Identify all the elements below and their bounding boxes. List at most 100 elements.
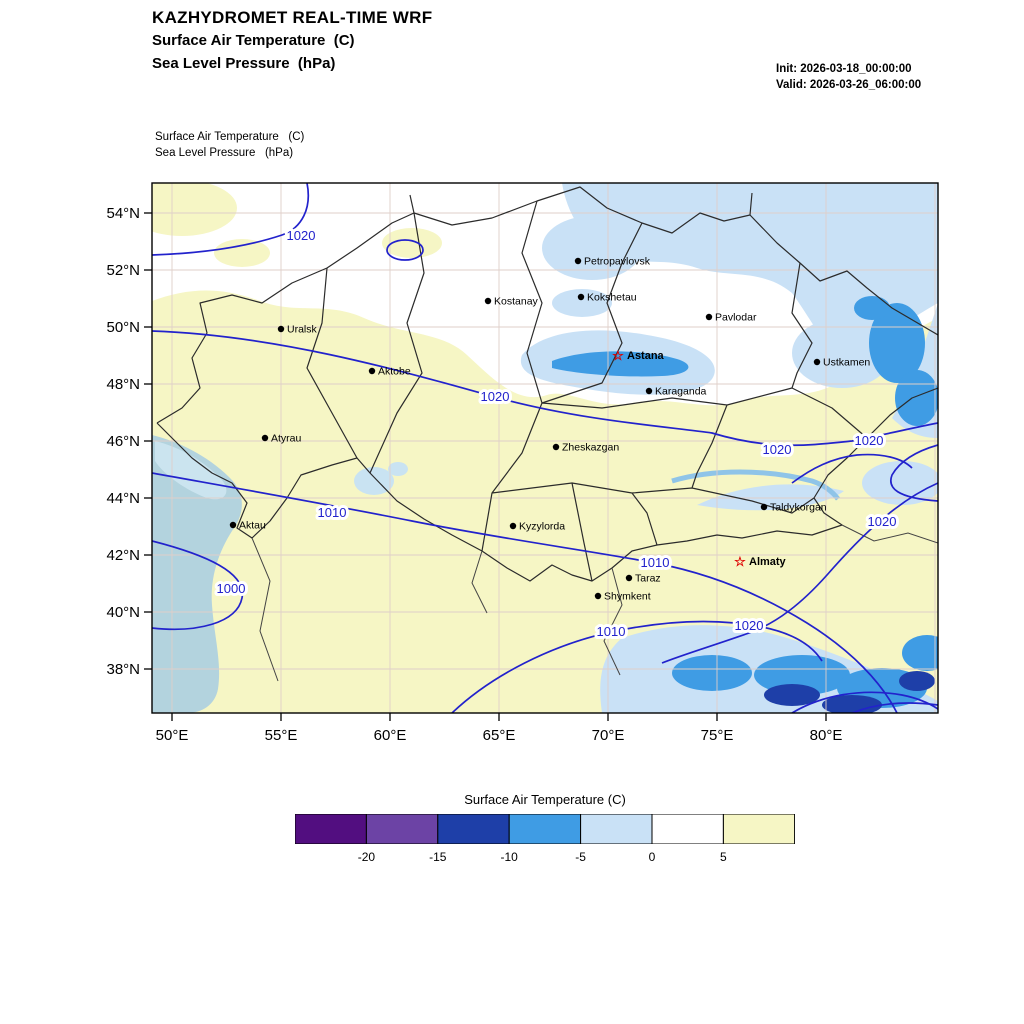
lat-axis-labels: 54°N 52°N 50°N 48°N 46°N 44°N 42°N 40°N … xyxy=(106,205,140,678)
valid-time: Valid: 2026-03-26_06:00:00 xyxy=(776,79,922,91)
field-label-pressure: Sea Level Pressure (hPa) xyxy=(155,147,294,159)
lon-label: 55°E xyxy=(265,727,298,744)
city-marker: Aktau xyxy=(229,520,266,532)
city-label: Petropavlovsk xyxy=(584,256,651,268)
isobar-label: 1020 xyxy=(868,514,897,529)
isobar-label: 1000 xyxy=(217,581,246,596)
lon-label: 70°E xyxy=(592,727,625,744)
legend-tick: -5 xyxy=(575,850,586,864)
city-label: Pavlodar xyxy=(715,312,757,324)
lat-label: 38°N xyxy=(106,661,140,678)
city-marker: Petropavlovsk xyxy=(574,256,651,268)
init-time: Init: 2026-03-18_00:00:00 xyxy=(776,63,912,75)
city-marker: Atyrau xyxy=(261,433,302,445)
isobar-label: 1020 xyxy=(735,618,764,633)
color-legend: Surface Air Temperature (C) -20 -15 -10 … xyxy=(295,792,795,882)
city-marker: Zheskazgan xyxy=(552,442,619,454)
legend-title: Surface Air Temperature (C) xyxy=(464,792,626,807)
city-dot xyxy=(229,521,237,529)
lon-label: 60°E xyxy=(374,727,407,744)
legend-swatch xyxy=(651,814,724,844)
city-dot xyxy=(594,592,602,600)
city-label: Taraz xyxy=(635,573,661,585)
capital-star-icon: ☆ xyxy=(612,348,624,363)
city-label: Aktobe xyxy=(378,366,411,378)
city-label: Uralsk xyxy=(287,324,318,336)
legend-tick: -15 xyxy=(429,850,447,864)
city-label: Taldykorgan xyxy=(770,502,827,514)
neighbor-borders xyxy=(251,524,938,682)
city-marker-capital: ☆ Astana xyxy=(612,348,664,363)
map-plot-area: 1020 1020 1020 1020 1010 1020 1000 1010 … xyxy=(151,182,939,714)
lat-label: 40°N xyxy=(106,604,140,621)
capital-star-icon: ☆ xyxy=(734,554,746,569)
isobar-label: 1020 xyxy=(481,389,510,404)
legend-swatch xyxy=(508,814,582,844)
city-dot xyxy=(760,503,768,511)
pressure-contours xyxy=(152,183,938,713)
country-outline xyxy=(156,186,938,582)
city-dot xyxy=(813,358,821,366)
city-label: Aktau xyxy=(239,520,266,532)
city-label: Kostanay xyxy=(494,296,539,308)
city-dot xyxy=(625,574,633,582)
city-marker: Pavlodar xyxy=(705,312,757,324)
legend-swatch xyxy=(580,814,653,844)
city-marker: Kostanay xyxy=(484,296,539,308)
city-dot xyxy=(261,434,269,442)
city-dot xyxy=(645,387,653,395)
city-label: Atyrau xyxy=(271,433,302,445)
lat-label: 54°N xyxy=(106,205,140,222)
lat-label: 50°N xyxy=(106,319,140,336)
city-marker: Ustkamen xyxy=(813,357,870,369)
legend-tick: 0 xyxy=(648,850,656,864)
city-dot xyxy=(368,367,376,375)
lat-label: 46°N xyxy=(106,433,140,450)
page-subtitle-pressure: Sea Level Pressure (hPa) xyxy=(152,55,336,72)
city-dot xyxy=(577,293,585,301)
page-subtitle-temperature: Surface Air Temperature (C) xyxy=(152,32,355,49)
city-label: Kyzylorda xyxy=(519,521,565,533)
city-marker: Shymkent xyxy=(594,591,651,603)
city-marker: Kyzylorda xyxy=(509,521,565,533)
lon-label: 50°E xyxy=(156,727,189,744)
lat-label: 52°N xyxy=(106,262,140,279)
city-marker: Kokshetau xyxy=(577,292,637,304)
legend-tick: 5 xyxy=(720,850,727,864)
isobar-label: 1010 xyxy=(318,505,347,520)
lon-label: 80°E xyxy=(810,727,843,744)
city-marker: Taldykorgan xyxy=(760,502,827,514)
city-label: Ustkamen xyxy=(823,357,870,369)
lat-label: 48°N xyxy=(106,376,140,393)
lon-ticks xyxy=(171,713,827,721)
page-title: KAZHYDROMET REAL-TIME WRF xyxy=(152,8,433,27)
legend-swatch xyxy=(437,814,510,844)
city-marker: Karaganda xyxy=(645,386,707,398)
legend-tick: -20 xyxy=(357,850,376,864)
field-label-temperature: Surface Air Temperature (C) xyxy=(155,131,305,143)
legend-tick: -10 xyxy=(500,850,518,864)
cities-layer: Petropavlovsk Kostanay Kokshetau Pavloda… xyxy=(229,256,870,603)
lon-axis-labels: 50°E 55°E 60°E 65°E 70°E 75°E 80°E xyxy=(156,727,843,744)
legend-swatch xyxy=(365,814,439,844)
city-dot xyxy=(509,522,517,530)
region-borders xyxy=(156,186,938,682)
lat-ticks xyxy=(144,212,152,670)
city-label: Kokshetau xyxy=(587,292,637,304)
isobar-label: 1020 xyxy=(855,433,884,448)
model-run-info: Init: 2026-03-18_00:00:00 Valid: 2026-03… xyxy=(776,61,921,93)
lon-label: 65°E xyxy=(483,727,516,744)
legend-swatch xyxy=(295,814,367,844)
isobar-label: 1020 xyxy=(763,442,792,457)
city-dot xyxy=(277,325,285,333)
isobar-label: 1010 xyxy=(641,555,670,570)
map-frame xyxy=(151,182,939,714)
city-marker: Uralsk xyxy=(277,324,318,336)
legend-colorbar xyxy=(295,814,795,844)
city-label: Zheskazgan xyxy=(562,442,619,454)
isobar-labels: 1020 1020 1020 1020 1010 1020 1000 1010 … xyxy=(214,225,900,642)
city-label: Karaganda xyxy=(655,386,707,398)
legend-tick-labels: -20 -15 -10 -5 0 5 xyxy=(295,850,795,866)
legend-swatch xyxy=(722,814,795,844)
